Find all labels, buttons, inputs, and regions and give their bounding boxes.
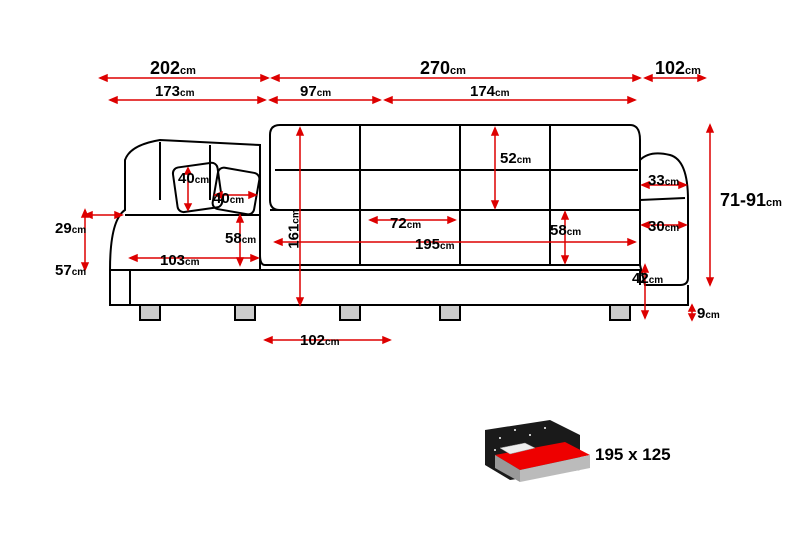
dim-33: 33cm [648,172,679,190]
bed-icon: 195 x 125 [480,420,680,500]
dim-174: 174cm [470,83,509,101]
dim-52: 52cm [500,150,531,168]
dim-72: 72cm [390,215,421,233]
dim-97: 97cm [300,83,331,101]
dim-57: 57cm [55,262,86,280]
dim-40b: 40cm [213,190,244,208]
dim-71-91: 71-91cm [720,190,782,211]
dim-29: 29cm [55,220,86,238]
dim-30: 30cm [648,218,679,236]
dim-40a: 40cm [178,170,209,188]
dim-58b: 58cm [550,222,581,240]
dim-195: 195cm [415,236,454,254]
dim-9: 9cm [697,305,720,323]
dim-102b: 102cm [300,332,339,350]
dim-58a: 58cm [225,230,256,248]
dim-103: 103cm [160,252,199,270]
dim-102: 102cm [655,58,701,79]
dim-42: 42cm [632,270,663,288]
dim-270: 270cm [420,58,466,79]
dim-173: 173cm [155,83,194,101]
dim-161: 161cm [286,209,304,248]
bed-dimensions: 195 x 125 [595,445,671,465]
dim-202: 202cm [150,58,196,79]
